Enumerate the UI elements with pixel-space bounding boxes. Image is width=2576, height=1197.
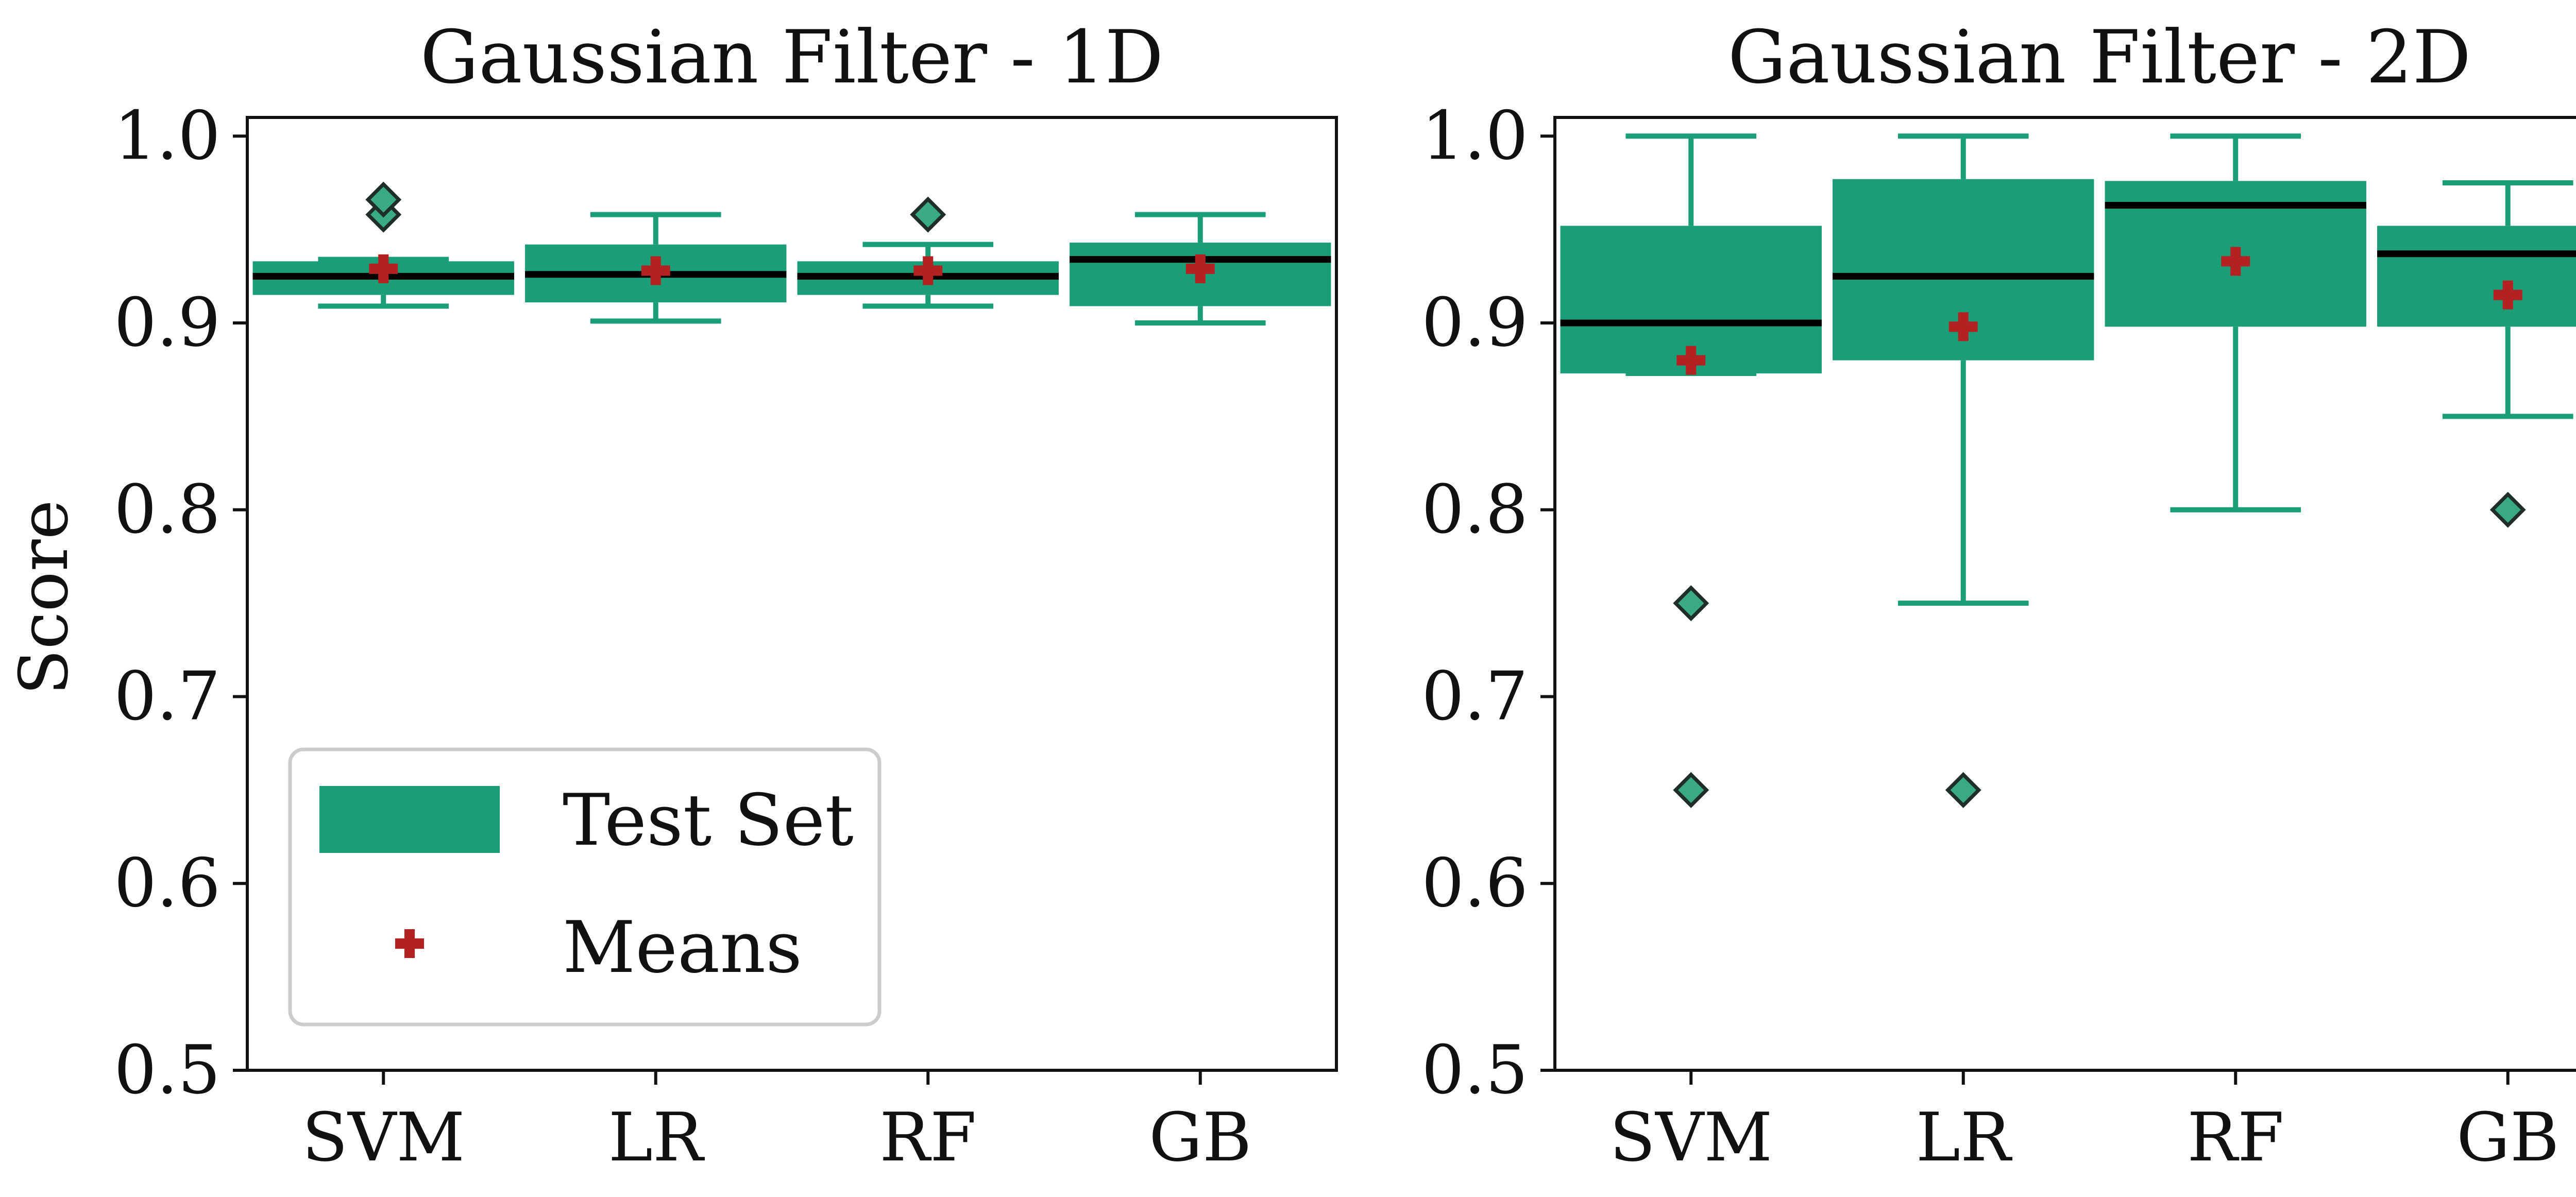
y-tick-label: 1.0 — [1421, 96, 1528, 175]
box-rf — [797, 196, 1059, 309]
mean-marker — [1676, 346, 1706, 375]
outlier-point — [910, 196, 946, 233]
x-tick-label: LR — [1916, 1098, 2012, 1176]
mean-marker — [913, 256, 943, 285]
y-tick-label: 0.5 — [1421, 1031, 1528, 1109]
panel-1d: Gaussian Filter - 1D 0.5 0.6 0.7 0.8 0.9 1.0 SV… — [114, 15, 1338, 1176]
legend-box-swatch — [319, 786, 500, 853]
y-tick-label: 1.0 — [114, 96, 221, 175]
chart-title: Gaussian Filter - 2D — [1728, 15, 2471, 100]
mean-marker — [369, 254, 398, 283]
x-tick-label: GB — [2456, 1098, 2559, 1176]
plot-frame — [246, 116, 1338, 1072]
legend: Test Set Means — [288, 747, 882, 1027]
mean-marker — [1948, 312, 1978, 341]
legend-mean-marker — [395, 929, 424, 958]
mean-marker — [2493, 280, 2522, 310]
mean-marker — [641, 256, 670, 285]
y-tick-label: 0.7 — [1421, 657, 1528, 736]
box-lr — [525, 212, 787, 324]
panel-2d: Gaussian Filter - 2D 0.5 0.6 0.7 0.8 0.9 1.0 SV… — [1421, 15, 2576, 1176]
chart-title: Gaussian Filter - 1D — [420, 15, 1164, 100]
y-tick-label: 0.9 — [1421, 283, 1528, 362]
x-tick-label: LR — [608, 1098, 705, 1176]
x-tick-label: GB — [1149, 1098, 1251, 1176]
y-axis-label: Score — [5, 500, 83, 695]
y-tick-label: 0.6 — [1421, 844, 1528, 922]
box-rf — [2105, 133, 2366, 512]
box-gb — [2377, 180, 2576, 528]
legend-test-set-label: Test Set — [563, 779, 854, 862]
outlier-point — [1673, 585, 1709, 622]
y-tick-label: 0.7 — [114, 657, 221, 736]
outlier-point — [365, 181, 402, 218]
outlier-point — [1945, 772, 1981, 808]
box-svm — [252, 181, 514, 309]
box-lr — [1833, 133, 2094, 808]
mean-marker — [1185, 254, 1215, 283]
box-gb — [1070, 212, 1331, 326]
x-tick-label: SVM — [302, 1098, 465, 1176]
box-svm — [1560, 133, 1822, 808]
iqr-box — [2377, 226, 2576, 327]
y-tick-label: 0.8 — [114, 470, 221, 549]
y-tick-label: 0.6 — [114, 844, 221, 922]
outlier-point — [1673, 772, 1709, 808]
y-tick-label: 0.5 — [114, 1031, 221, 1109]
x-tick-label: RF — [2187, 1098, 2284, 1176]
y-tick-label: 0.8 — [1421, 470, 1528, 549]
x-tick-label: SVM — [1609, 1098, 1772, 1176]
legend-means-label: Means — [563, 906, 802, 989]
x-tick-label: RF — [879, 1098, 976, 1176]
outlier-point — [2489, 491, 2526, 528]
plot-frame — [1553, 116, 2576, 1072]
mean-marker — [2221, 247, 2250, 276]
y-tick-label: 0.9 — [114, 283, 221, 362]
legend-plus-icon — [395, 929, 424, 958]
